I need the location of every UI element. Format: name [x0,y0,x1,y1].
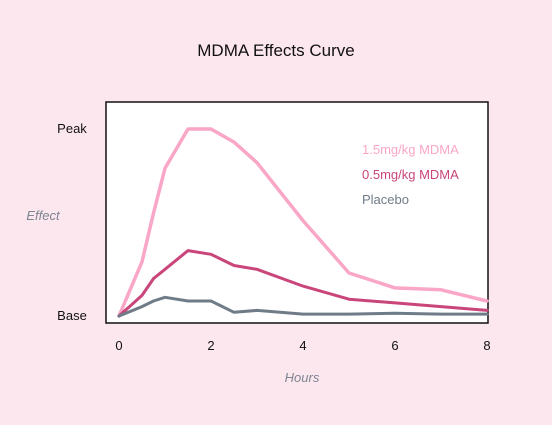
series-layer [117,127,489,318]
x-tick-labels: 0 2 4 6 8 [115,338,490,353]
series-line-2 [117,295,489,318]
legend-item: Placebo [362,192,409,207]
series-line-1 [117,249,489,318]
legend-item: 0.5mg/kg MDMA [362,167,459,182]
x-axis-label: Hours [285,370,320,385]
x-tick-label: 6 [391,338,398,353]
x-tick-label: 4 [299,338,306,353]
legend: 1.5mg/kg MDMA 0.5mg/kg MDMA Placebo [362,142,459,207]
y-tick-label: Base [57,308,87,323]
y-tick-label: Peak [57,121,87,136]
legend-item: 1.5mg/kg MDMA [362,142,459,157]
y-axis-label: Effect [26,208,61,223]
x-tick-label: 8 [483,338,490,353]
x-tick-label: 2 [207,338,214,353]
series-line-0 [117,127,489,318]
chart-title: MDMA Effects Curve [197,41,354,60]
x-tick-label: 0 [115,338,122,353]
y-tick-labels: Base Peak [57,121,87,323]
